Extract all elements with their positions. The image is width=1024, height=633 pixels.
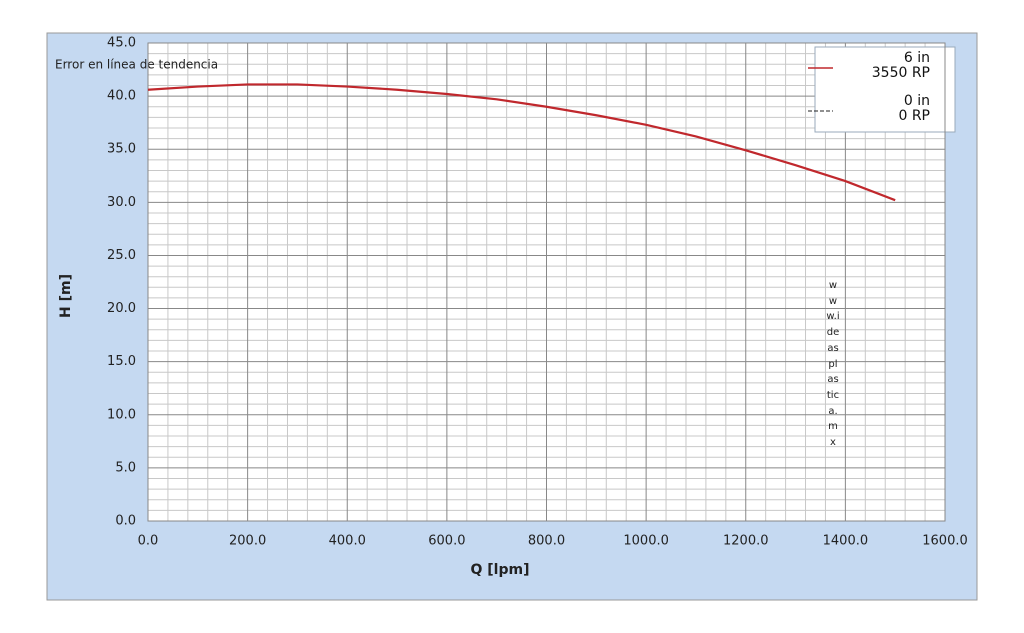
x-tick-label: 1400.0 [823,534,869,549]
y-tick-label: 20.0 [107,301,136,316]
y-tick-label: 25.0 [107,248,136,263]
y-axis-label: H [m] [58,274,74,318]
x-axis-label: Q [lpm] [471,562,530,578]
y-tick-label: 0.0 [115,514,136,529]
y-tick-label: 10.0 [107,407,136,422]
y-tick-label: 40.0 [107,89,136,104]
y-tick-label: 35.0 [107,142,136,157]
watermark: www.ideasplastica.mx [826,280,840,449]
legend [808,67,833,112]
legend-label: 0 in 0 RP [898,93,930,124]
x-tick-label: 200.0 [229,534,266,549]
annotation: Error en línea de tendencia [55,58,218,72]
y-tick-label: 45.0 [107,36,136,51]
legend-label: 6 in 3550 RP [871,50,930,81]
y-tick-label: 15.0 [107,354,136,369]
x-tick-label: 1200.0 [723,534,769,549]
x-tick-label: 400.0 [329,534,366,549]
legend-box [814,46,956,133]
plot-border [147,42,946,522]
x-tick-label: 1600.0 [922,534,968,549]
y-tick-label: 30.0 [107,195,136,210]
x-tick-label: 600.0 [428,534,465,549]
series-line [147,83,896,202]
x-tick-label: 1000.0 [623,534,669,549]
y-tick-label: 5.0 [115,460,136,475]
x-tick-label: 0.0 [138,534,159,549]
x-tick-label: 800.0 [528,534,565,549]
legend-texts: 6 in 3550 RP 0 in 0 RP [830,47,930,132]
